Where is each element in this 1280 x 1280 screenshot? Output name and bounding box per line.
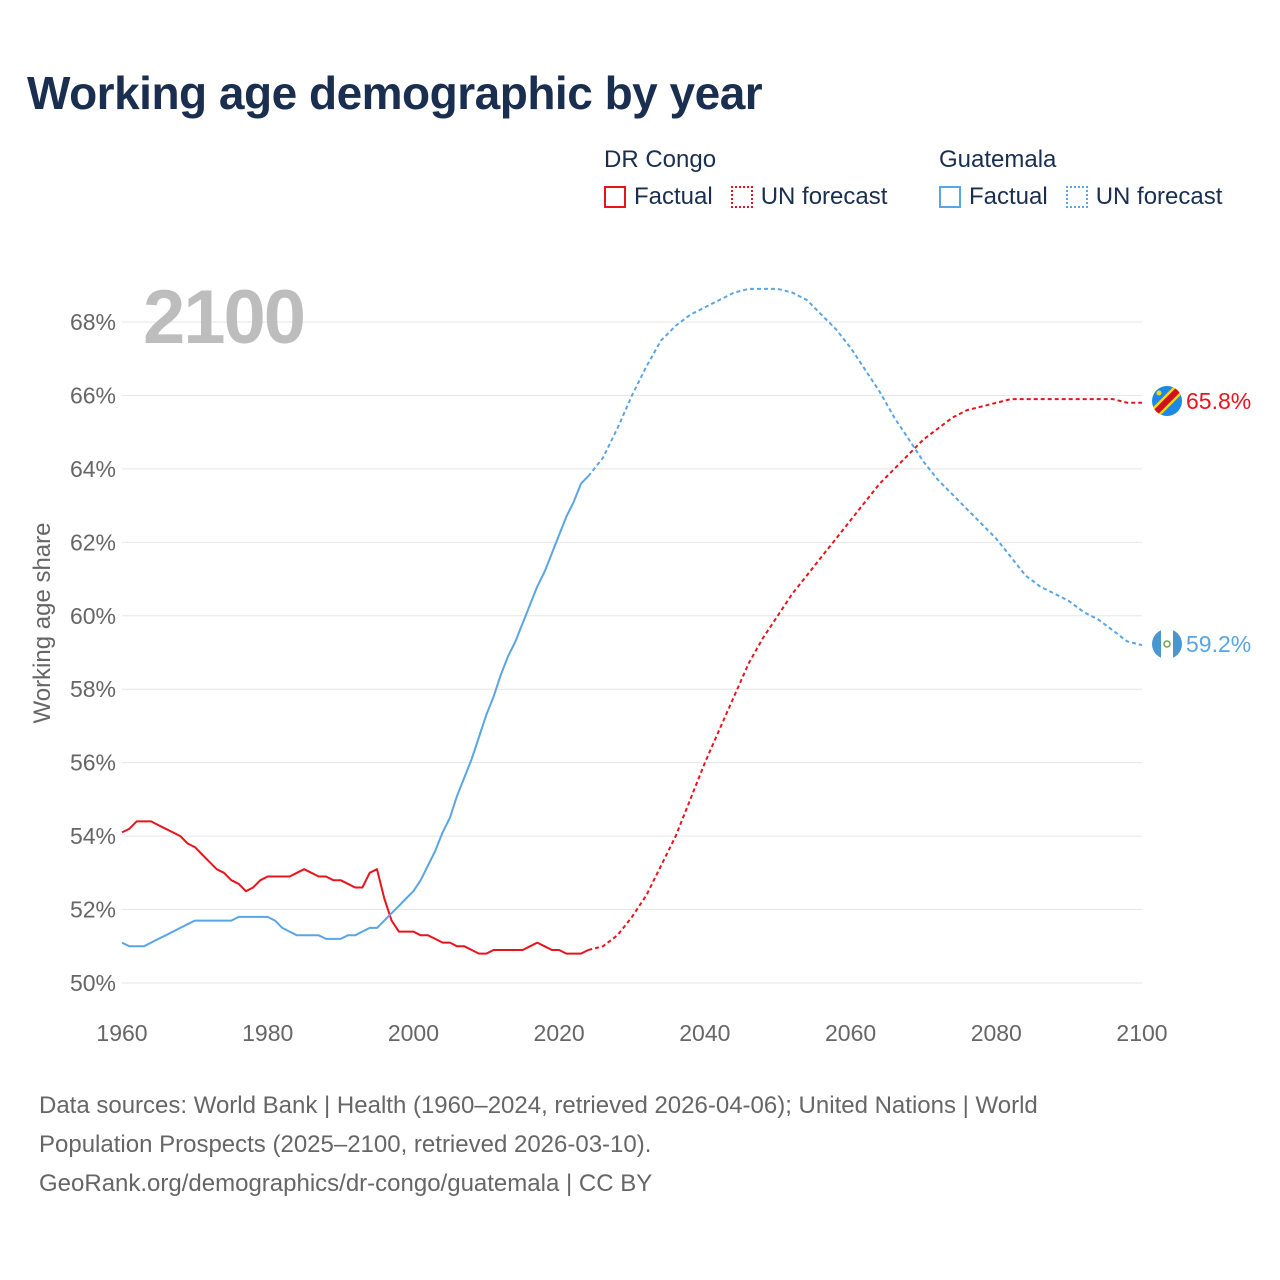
legend-swatch-dotted-icon — [1065, 186, 1088, 208]
legend-group-guatemala: Guatemala Factual UN forecast — [939, 143, 1240, 217]
guatemala-forecast-line[interactable] — [587, 287, 1143, 647]
series-lines — [121, 287, 1143, 955]
x-axis-ticks: 1960 1980 2000 2020 2040 2060 2080 2100 — [96, 1020, 1167, 1046]
y-tick-label: 62% — [70, 529, 116, 555]
legend-item-dr-congo-forecast[interactable]: UN forecast — [730, 183, 888, 211]
legend-item-guatemala-forecast[interactable]: UN forecast — [1065, 183, 1223, 211]
legend-swatch-dotted-icon — [730, 186, 753, 208]
x-tick-label: 2000 — [388, 1020, 439, 1046]
chart-title: Working age demographic by year — [27, 67, 763, 119]
dr-congo-factual-line[interactable] — [121, 820, 589, 955]
guatemala-flag-icon — [1152, 629, 1182, 659]
x-tick-label: 1980 — [242, 1020, 293, 1046]
y-tick-label: 54% — [70, 823, 116, 849]
x-tick-label: 2040 — [679, 1020, 730, 1046]
year-watermark: 2100 — [143, 275, 304, 360]
y-tick-label: 52% — [70, 897, 116, 923]
guatemala-factual-line[interactable] — [121, 475, 590, 948]
legend-item-dr-congo-factual[interactable]: Factual — [604, 183, 713, 211]
x-tick-label: 2100 — [1116, 1020, 1167, 1046]
legend-group-name: Guatemala — [939, 146, 1057, 173]
y-tick-label: 68% — [70, 309, 116, 335]
y-axis-label: Working age share — [29, 523, 56, 724]
y-tick-label: 58% — [70, 676, 116, 702]
footer-line: Population Prospects (2025–2100, retriev… — [39, 1131, 652, 1158]
legend-swatch-solid-icon — [604, 186, 626, 208]
y-axis-ticks: 50% 52% 54% 56% 58% 60% 62% 64% 66% 68% — [70, 309, 116, 996]
legend-item-guatemala-factual[interactable]: Factual — [939, 183, 1048, 211]
gridlines — [122, 321, 1142, 984]
dr-congo-end-label: 65.8% — [1186, 388, 1251, 414]
y-tick-label: 60% — [70, 603, 116, 629]
dr-congo-forecast-line[interactable] — [588, 398, 1142, 951]
legend-label: UN forecast — [760, 183, 888, 210]
footer-line[interactable]: GeoRank.org/demographics/dr-congo/guatem… — [39, 1170, 653, 1197]
legend-label: Factual — [634, 183, 713, 210]
legend-group-name: DR Congo — [604, 146, 717, 173]
x-tick-label: 2060 — [825, 1020, 876, 1046]
dr-congo-flag-icon — [1152, 386, 1182, 416]
legend-label: Factual — [969, 183, 1048, 210]
legend-label: UN forecast — [1095, 183, 1223, 210]
y-tick-label: 64% — [70, 456, 116, 482]
footer-line: Data sources: World Bank | Health (1960–… — [39, 1092, 1038, 1119]
footer-sources: Data sources: World Bank | Health (1960–… — [39, 1086, 1239, 1203]
x-tick-label: 2020 — [534, 1020, 585, 1046]
x-tick-label: 1960 — [96, 1020, 147, 1046]
y-tick-label: 50% — [70, 970, 116, 996]
guatemala-end-label: 59.2% — [1186, 631, 1251, 657]
legend-swatch-solid-icon — [939, 186, 961, 208]
x-tick-label: 2080 — [971, 1020, 1022, 1046]
y-tick-label: 56% — [70, 750, 116, 776]
legend-group-dr-congo: DR Congo Factual UN forecast — [604, 143, 905, 217]
y-tick-label: 66% — [70, 382, 116, 408]
